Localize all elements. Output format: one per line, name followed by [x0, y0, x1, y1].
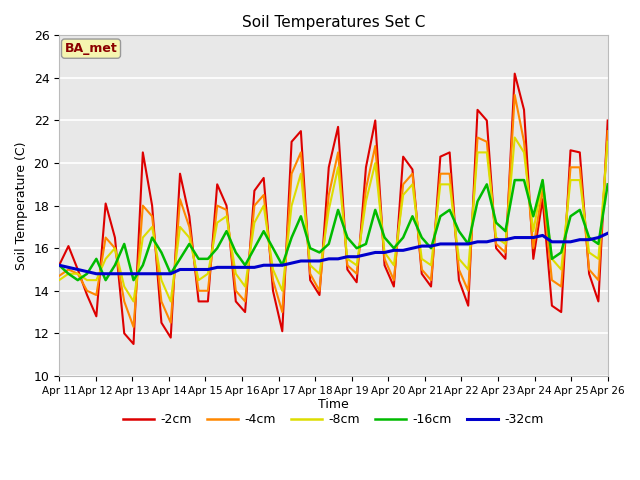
Text: BA_met: BA_met: [65, 42, 117, 55]
Title: Soil Temperatures Set C: Soil Temperatures Set C: [242, 15, 425, 30]
Legend: -2cm, -4cm, -8cm, -16cm, -32cm: -2cm, -4cm, -8cm, -16cm, -32cm: [118, 408, 549, 431]
Y-axis label: Soil Temperature (C): Soil Temperature (C): [15, 142, 28, 270]
X-axis label: Time: Time: [318, 398, 349, 411]
